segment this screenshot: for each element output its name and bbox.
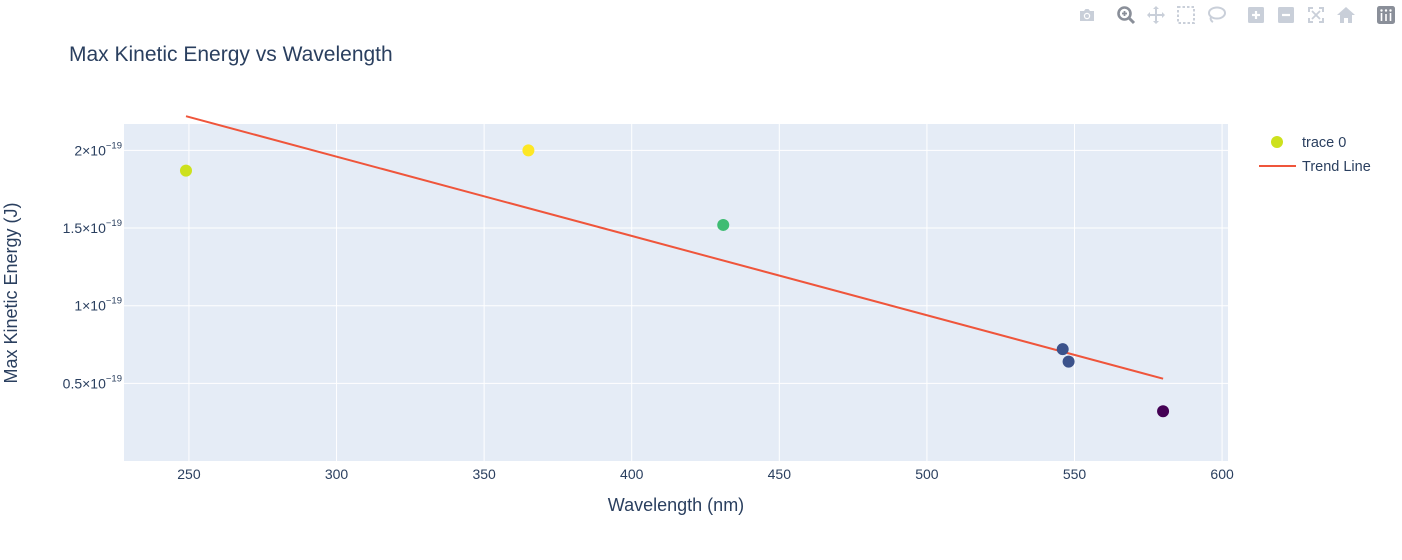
legend-item-trace-0[interactable]: trace 0 bbox=[1271, 135, 1346, 151]
legend-label-trace-0: trace 0 bbox=[1302, 135, 1346, 151]
zoom-out-icon[interactable] bbox=[1275, 4, 1297, 26]
camera-icon[interactable] bbox=[1076, 4, 1098, 26]
x-tick-label: 500 bbox=[915, 466, 939, 482]
scatter-point[interactable] bbox=[1056, 343, 1069, 356]
lasso-select-icon[interactable] bbox=[1205, 4, 1227, 26]
y-tick-label: 0.5×10−19 bbox=[63, 373, 122, 391]
x-tick-label: 300 bbox=[325, 466, 349, 482]
legend-item-trend-line[interactable]: Trend Line bbox=[1259, 159, 1371, 175]
x-tick-label: 600 bbox=[1210, 466, 1234, 482]
scatter-point[interactable] bbox=[717, 218, 730, 231]
legend-label-trend-line: Trend Line bbox=[1302, 159, 1371, 175]
x-axis-title: Wavelength (nm) bbox=[608, 495, 744, 515]
trend-line-layer bbox=[185, 115, 1164, 380]
y-axis-title: Max Kinetic Energy (J) bbox=[1, 202, 21, 383]
y-tick-label: 1.5×10−19 bbox=[63, 218, 122, 236]
reset-axes-icon[interactable] bbox=[1335, 4, 1357, 26]
x-tick-label: 400 bbox=[620, 466, 644, 482]
x-tick-labels: 250 300 350 400 450 500 550 600 bbox=[177, 466, 1234, 482]
legend-marker-trace-0 bbox=[1271, 136, 1283, 148]
scatter-point[interactable] bbox=[1157, 405, 1170, 418]
y-tick-label: 1×10−19 bbox=[74, 296, 122, 314]
zoom-in-icon[interactable] bbox=[1245, 4, 1267, 26]
y-tick-labels: 0.5×10−19 1×10−19 1.5×10−19 2×10−19 bbox=[63, 140, 122, 391]
box-select-icon[interactable] bbox=[1175, 4, 1197, 26]
zoom-icon[interactable] bbox=[1115, 4, 1137, 26]
plotly-logo-icon[interactable] bbox=[1375, 4, 1397, 26]
legend: trace 0 Trend Line bbox=[1259, 135, 1371, 175]
y-tick-label: 2×10−19 bbox=[74, 140, 122, 158]
scatter-point[interactable] bbox=[522, 144, 535, 157]
scatter-points-layer bbox=[179, 144, 1170, 418]
grid-lines bbox=[124, 124, 1228, 461]
scatter-point[interactable] bbox=[1062, 355, 1075, 368]
x-tick-label: 450 bbox=[768, 466, 792, 482]
trend-line bbox=[185, 115, 1164, 380]
chart-title: Max Kinetic Energy vs Wavelength bbox=[69, 43, 393, 66]
x-tick-label: 250 bbox=[177, 466, 201, 482]
pan-icon[interactable] bbox=[1145, 4, 1167, 26]
x-tick-label: 350 bbox=[472, 466, 496, 482]
plot-area[interactable] bbox=[124, 124, 1228, 461]
scatter-point[interactable] bbox=[179, 164, 192, 177]
autoscale-icon[interactable] bbox=[1305, 4, 1327, 26]
x-tick-label: 550 bbox=[1063, 466, 1087, 482]
